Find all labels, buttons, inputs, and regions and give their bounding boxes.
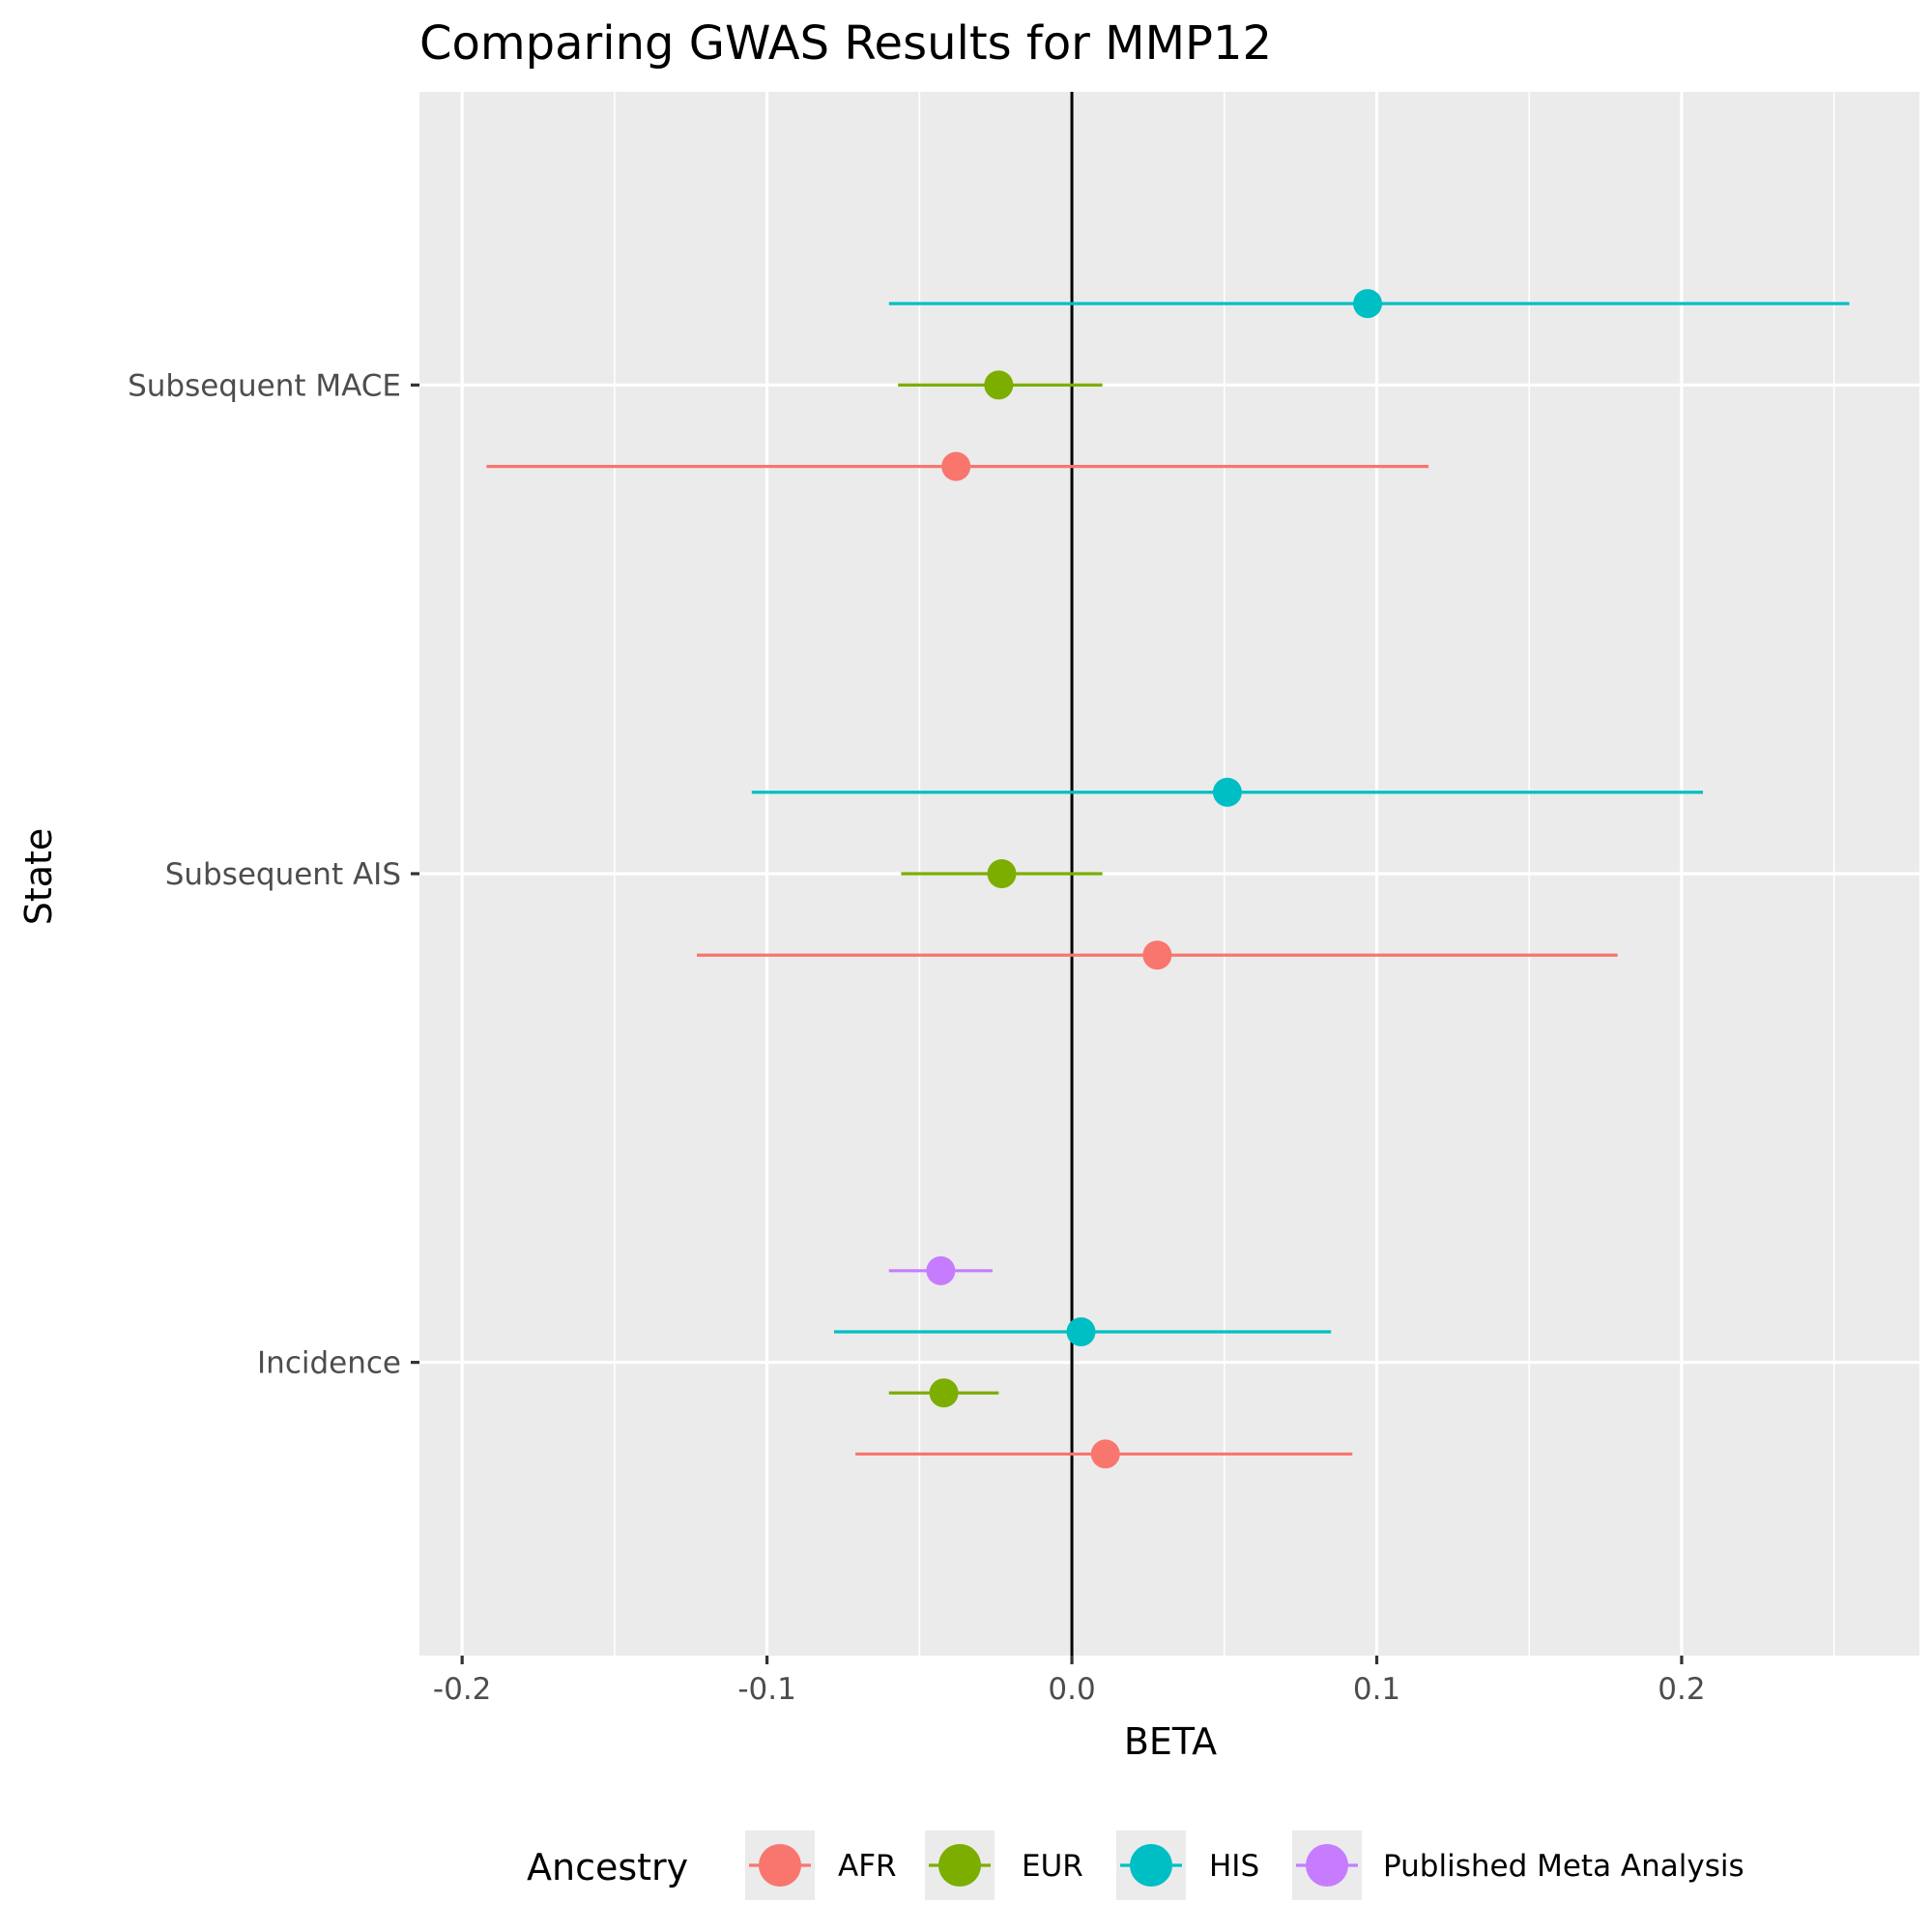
y-tick-label: Incidence (257, 1346, 401, 1381)
y-tick-label: Subsequent AIS (165, 857, 401, 892)
legend-label: Published Meta Analysis (1383, 1849, 1745, 1884)
chart-title: Comparing GWAS Results for MMP12 (419, 16, 1272, 71)
x-tick-label: -0.1 (737, 1672, 796, 1707)
data-point (987, 859, 1017, 888)
y-axis: Incidence Subsequent AIS Subsequent MACE (128, 368, 419, 1381)
legend-key-point (759, 1844, 801, 1887)
y-tick-label: Subsequent MACE (128, 368, 401, 403)
x-tick-label: 0.2 (1658, 1672, 1705, 1707)
x-axis: -0.2 -0.1 0.0 0.1 0.2 (433, 1656, 1706, 1707)
data-point (941, 451, 971, 481)
legend-title: Ancestry (527, 1846, 688, 1889)
data-point (984, 370, 1014, 400)
legend-item: HIS (1116, 1831, 1259, 1900)
data-point-group (697, 940, 1618, 970)
legend-item: EUR (925, 1831, 1083, 1900)
data-point-group (855, 1439, 1353, 1469)
legend-label: HIS (1209, 1849, 1259, 1884)
data-point-group (888, 1255, 994, 1285)
x-tick-label: 0.0 (1048, 1672, 1095, 1707)
legend-key-point (1130, 1844, 1172, 1887)
data-point-group (486, 451, 1429, 481)
series-layer (486, 289, 1850, 1469)
legend-label: EUR (1022, 1849, 1083, 1884)
data-point (1090, 1439, 1120, 1469)
data-point (1142, 940, 1172, 970)
legend-item: Published Meta Analysis (1292, 1831, 1745, 1900)
data-point (1066, 1317, 1096, 1347)
x-axis-title: BETA (1124, 1720, 1217, 1763)
data-point (929, 1378, 959, 1408)
x-tick-label: -0.2 (433, 1672, 492, 1707)
y-axis-title: State (17, 828, 60, 926)
x-tick-label: 0.1 (1353, 1672, 1400, 1707)
legend-key-point (1306, 1844, 1348, 1887)
data-point (1212, 777, 1242, 807)
data-point-group (888, 289, 1850, 319)
legend-item: AFR (745, 1831, 897, 1900)
legend: Ancestry AFR EUR HIS Published Meta Analysi… (527, 1831, 1745, 1900)
data-point-group (898, 370, 1103, 400)
data-point-group (888, 1378, 999, 1408)
legend-label: AFR (838, 1849, 897, 1884)
data-point-group (901, 859, 1103, 888)
data-point-group (834, 1317, 1332, 1347)
data-point (926, 1255, 956, 1285)
data-point (1353, 289, 1383, 319)
legend-key-point (938, 1844, 981, 1887)
data-point-group (751, 777, 1704, 807)
